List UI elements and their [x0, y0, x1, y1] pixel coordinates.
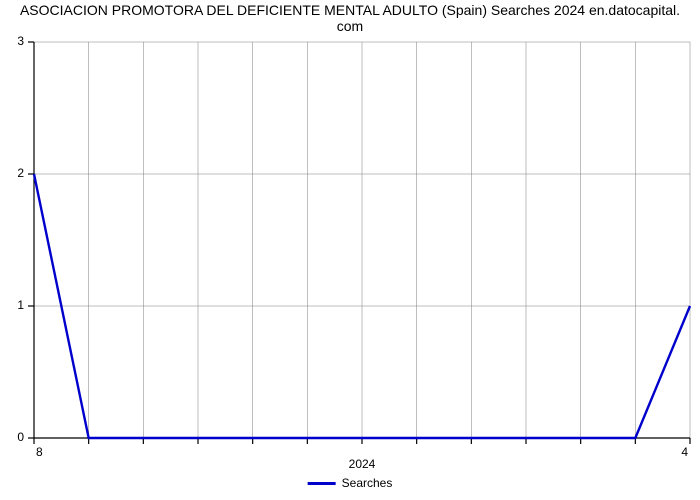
x-tick-label: 8	[36, 445, 43, 459]
y-tick-label: 1	[17, 298, 24, 312]
x-axis-center-label: 2024	[349, 457, 376, 468]
y-tick-label: 3	[17, 34, 24, 48]
y-tick-label: 2	[17, 166, 24, 180]
legend-swatch	[308, 482, 336, 485]
chart-title-line1: ASOCIACION PROMOTORA DEL DEFICIENTE MENT…	[0, 2, 700, 18]
y-tick-label: 0	[17, 430, 24, 444]
chart-title: ASOCIACION PROMOTORA DEL DEFICIENTE MENT…	[0, 2, 700, 34]
x-tick-label: 4	[681, 445, 688, 459]
chart-plot: 0 1 2 3 8 4 2024	[14, 32, 692, 468]
chart-legend: Searches	[308, 476, 393, 490]
legend-label: Searches	[342, 476, 393, 490]
chart-container: ASOCIACION PROMOTORA DEL DEFICIENTE MENT…	[0, 0, 700, 500]
